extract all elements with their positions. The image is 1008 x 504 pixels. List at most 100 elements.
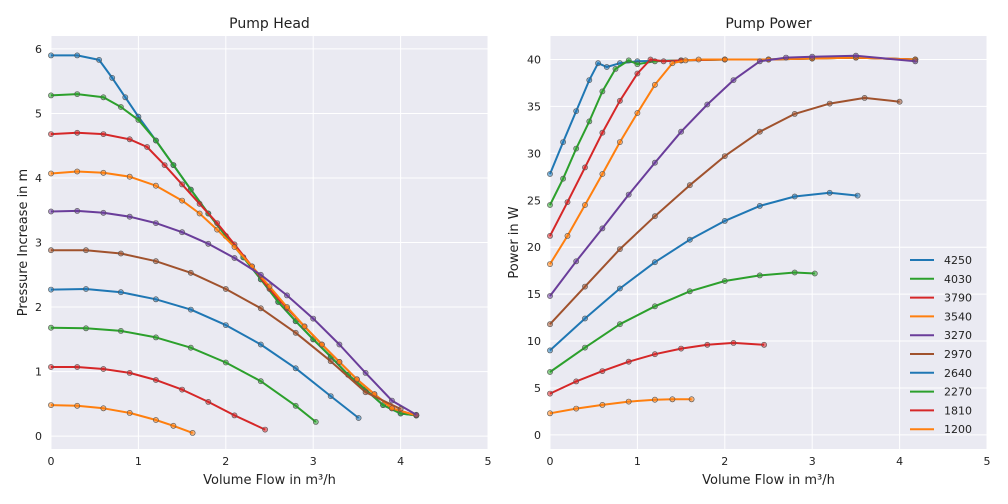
- power-data-point: [599, 88, 606, 95]
- head-data-point: [231, 255, 238, 261]
- power-data-point: [756, 128, 763, 135]
- head-data-point: [257, 341, 264, 348]
- power-data-point: [547, 321, 553, 328]
- power-data-point: [669, 60, 676, 67]
- power-data-point: [625, 358, 632, 365]
- power-data-point: [826, 189, 833, 196]
- head-data-point: [231, 412, 238, 419]
- head-data-point: [118, 250, 124, 257]
- power-data-point: [573, 378, 580, 385]
- power-data-point: [853, 52, 859, 59]
- power-data-point: [652, 81, 658, 88]
- legend-label-1200: 1200: [944, 423, 972, 436]
- head-data-point: [83, 247, 89, 254]
- head-data-point: [152, 334, 159, 341]
- power-data-point: [547, 390, 553, 397]
- power-data-point: [791, 193, 798, 200]
- head-data-point: [126, 136, 133, 143]
- power-y-tick-label: 5: [534, 382, 541, 395]
- power-data-point: [861, 95, 868, 101]
- head-x-tick-label: 2: [222, 455, 229, 468]
- head-data-point: [126, 409, 133, 416]
- head-data-point: [100, 209, 107, 216]
- power-y-tick-label: 25: [527, 194, 541, 207]
- power-data-point: [560, 139, 566, 145]
- head-data-point: [170, 422, 177, 429]
- head-y-tick-label: 5: [35, 107, 42, 120]
- head-data-point: [126, 173, 133, 180]
- head-data-point: [74, 207, 81, 214]
- head-data-point: [74, 364, 81, 370]
- head-data-point: [266, 283, 273, 290]
- power-data-point: [582, 315, 588, 322]
- power-data-point: [634, 61, 641, 68]
- power-data-point: [603, 64, 610, 70]
- power-data-point: [612, 66, 619, 72]
- head-data-point: [152, 377, 159, 383]
- power-data-point: [586, 118, 593, 125]
- power-data-point: [599, 401, 606, 408]
- head-y-tick-label: 6: [35, 43, 42, 56]
- power-series-line-2640: [549, 191, 858, 352]
- power-data-point: [634, 70, 641, 77]
- power-data-point: [721, 217, 728, 224]
- legend-label-1810: 1810: [944, 404, 972, 417]
- head-data-point: [336, 341, 343, 348]
- head-data-point: [187, 344, 194, 351]
- legend-label-4030: 4030: [944, 273, 972, 286]
- head-data-point: [179, 229, 185, 236]
- head-data-point: [152, 296, 159, 303]
- head-data-point: [196, 200, 203, 207]
- head-data-point: [74, 402, 81, 409]
- head-data-point: [144, 144, 150, 150]
- power-data-point: [617, 139, 623, 145]
- head-data-point: [96, 57, 102, 63]
- power-data-point: [547, 171, 553, 177]
- power-data-point: [547, 369, 553, 375]
- head-data-point: [48, 247, 54, 254]
- head-series-line-2640: [50, 288, 360, 419]
- power-data-point: [826, 100, 833, 107]
- head-data-point: [48, 170, 54, 177]
- head-data-point: [83, 325, 89, 332]
- head-data-point: [353, 376, 360, 383]
- power-data-point: [652, 351, 658, 358]
- head-data-point: [257, 305, 264, 312]
- head-x-tick-label: 3: [310, 455, 317, 468]
- power-x-tick-label: 3: [809, 455, 816, 468]
- power-data-point: [704, 341, 711, 348]
- power-data-point: [599, 129, 606, 136]
- power-data-point: [686, 288, 693, 295]
- head-data-point: [74, 168, 81, 175]
- head-x-tick-label: 1: [135, 455, 142, 468]
- power-data-point: [660, 58, 667, 65]
- power-data-point: [599, 225, 606, 232]
- head-y-tick-label: 4: [35, 172, 42, 185]
- head-data-point: [152, 220, 159, 226]
- head-y-tick-label: 2: [35, 301, 42, 314]
- power-data-point: [730, 339, 737, 346]
- head-data-point: [179, 386, 185, 393]
- power-data-point: [547, 202, 553, 208]
- head-data-point: [48, 208, 54, 215]
- head-data-point: [48, 402, 54, 408]
- head-data-point: [196, 210, 203, 217]
- head-data-point: [284, 304, 290, 310]
- power-data-point: [688, 396, 695, 403]
- power-data-point: [547, 347, 553, 354]
- power-data-point: [564, 199, 571, 205]
- power-data-point: [625, 398, 632, 405]
- head-data-point: [292, 402, 299, 409]
- head-data-point: [292, 329, 299, 336]
- power-data-point: [582, 344, 588, 351]
- head-data-point: [312, 418, 319, 425]
- power-data-point: [586, 77, 593, 83]
- head-data-point: [100, 405, 107, 412]
- power-data-point: [783, 54, 789, 61]
- power-data-point: [811, 270, 818, 277]
- head-data-point: [214, 220, 220, 226]
- head-data-point: [48, 364, 54, 370]
- head-data-point: [257, 378, 264, 385]
- power-data-point: [617, 285, 623, 292]
